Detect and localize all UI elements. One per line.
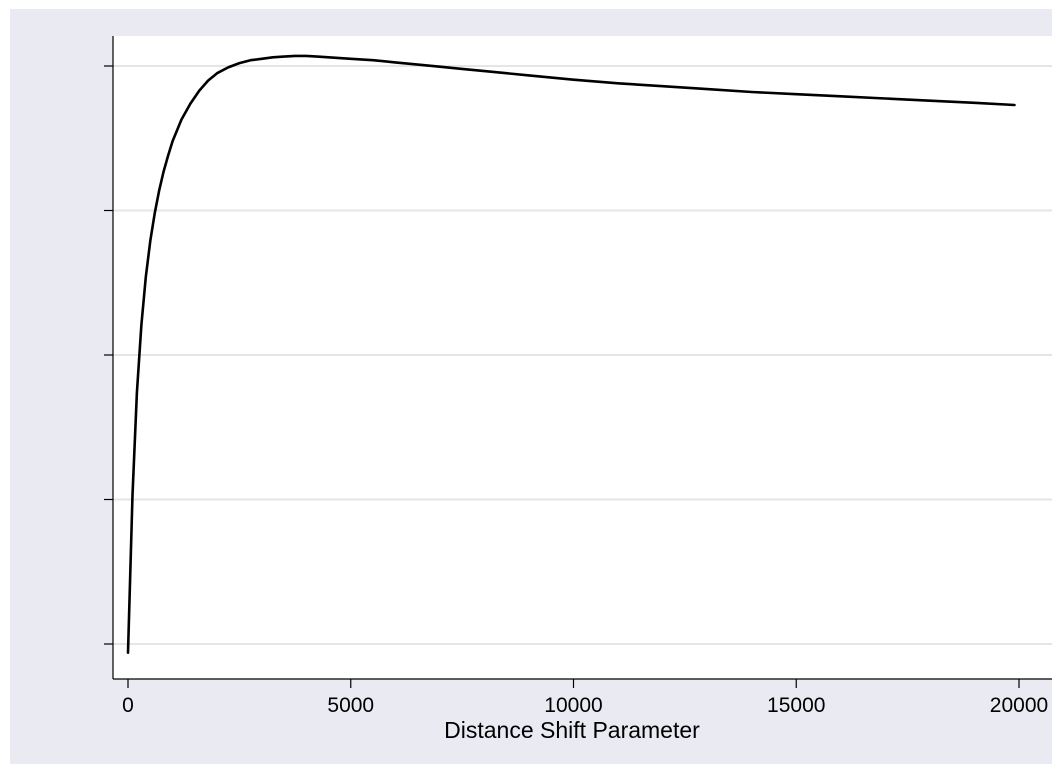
chart-background: 0 5000 10000 15000 20000 Distance Shift Para… <box>10 9 1052 764</box>
plot-area <box>113 36 1052 679</box>
series-line <box>126 54 1016 654</box>
x-axis-title: Distance Shift Parameter <box>444 717 700 743</box>
x-tick-label: 0 <box>122 694 134 717</box>
line-chart: 0 5000 10000 15000 20000 Distance Shift Para… <box>10 9 1052 764</box>
ticks: 0 5000 10000 15000 20000 <box>104 65 1048 717</box>
gridlines <box>113 65 1052 645</box>
axes <box>112 36 1052 680</box>
x-tick-label: 10000 <box>544 694 602 717</box>
series <box>126 54 1016 654</box>
x-tick-label: 20000 <box>990 694 1048 717</box>
x-tick-label: 15000 <box>767 694 825 717</box>
x-tick-label: 5000 <box>327 694 374 717</box>
